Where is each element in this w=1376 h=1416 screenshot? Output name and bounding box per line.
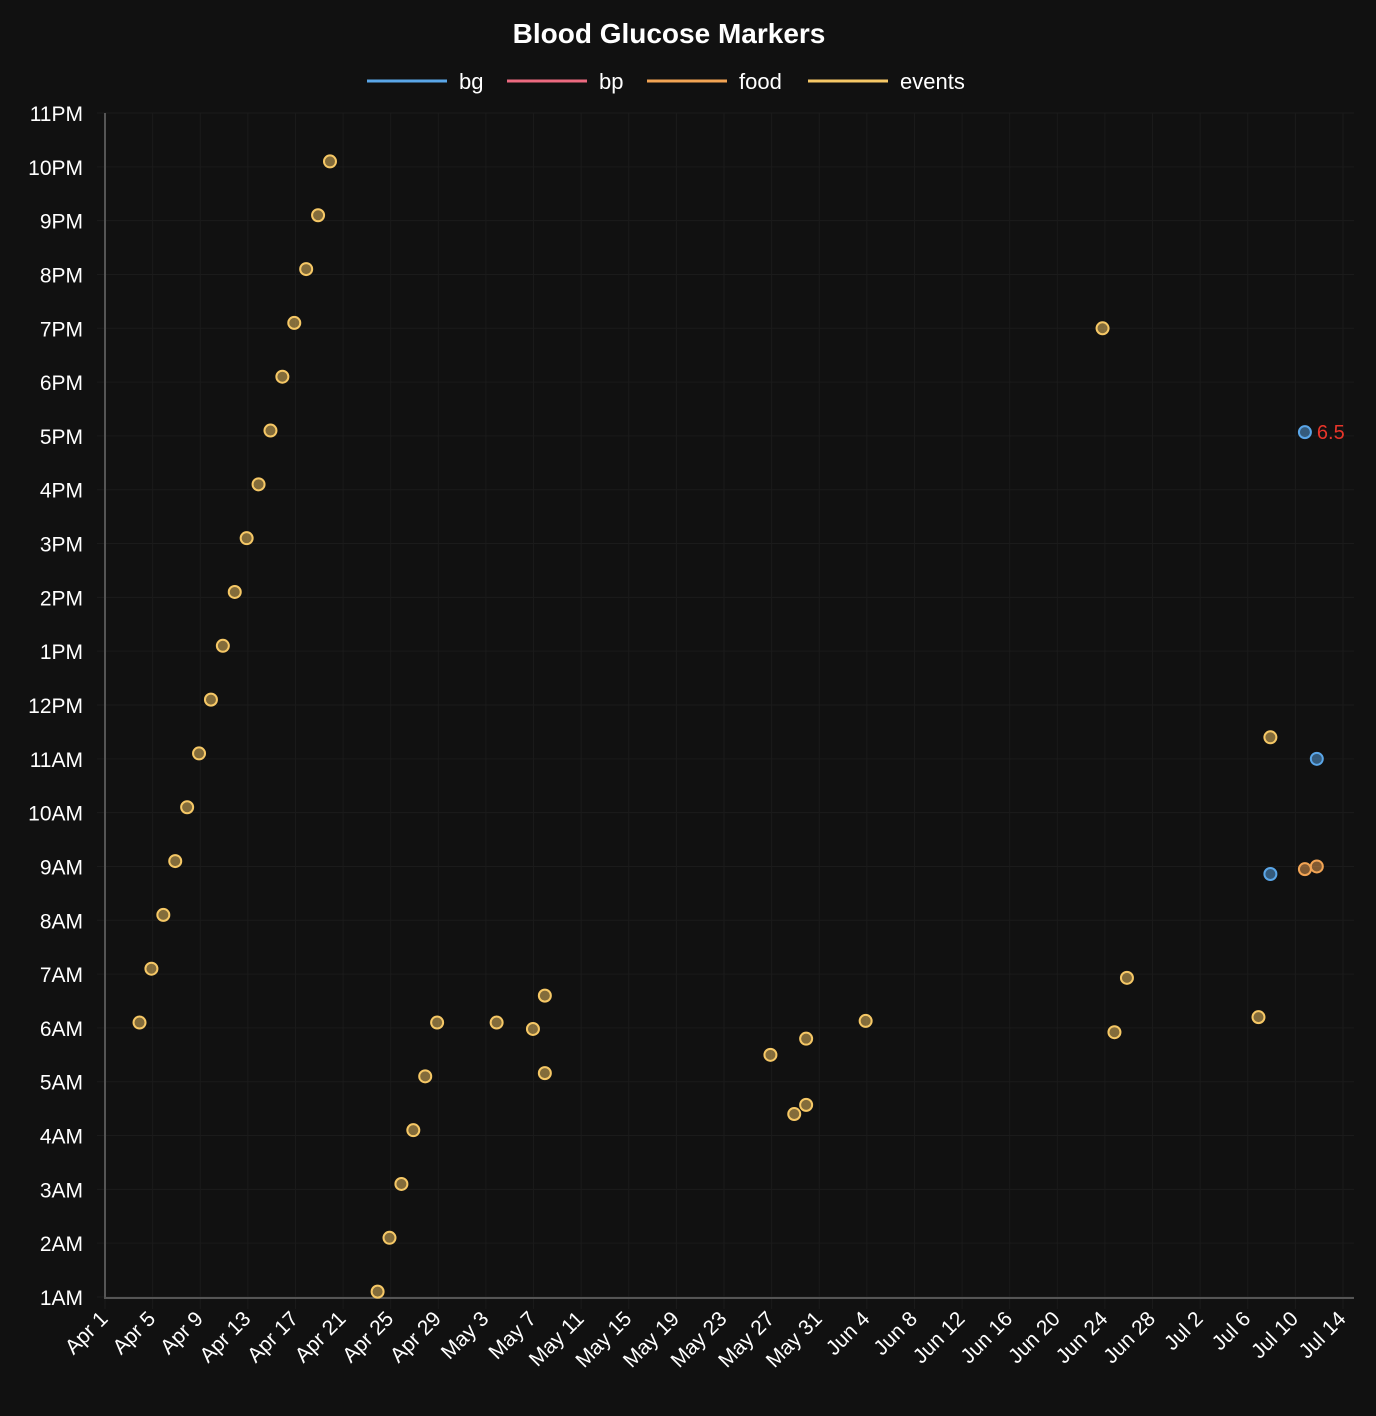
point-events[interactable] (406, 1123, 421, 1138)
point-events[interactable] (799, 1031, 814, 1046)
point-events[interactable] (370, 1284, 385, 1299)
point-events[interactable] (1107, 1025, 1122, 1040)
point-events[interactable] (132, 1015, 147, 1030)
point-events[interactable] (382, 1230, 397, 1245)
point-events[interactable] (180, 800, 195, 815)
data-points (132, 154, 1324, 1299)
point-bg[interactable] (1309, 751, 1324, 766)
y-tick-label: 8PM (40, 264, 83, 287)
y-tick-label: 10AM (28, 803, 83, 826)
point-events[interactable] (322, 154, 337, 169)
legend-item-food[interactable]: food (647, 69, 782, 94)
point-events[interactable] (227, 584, 242, 599)
legend-item-events[interactable]: events (808, 69, 965, 94)
point-events[interactable] (858, 1013, 873, 1028)
point-events[interactable] (311, 208, 326, 223)
legend-item-bp[interactable]: bp (507, 69, 623, 94)
legend-label: events (900, 69, 965, 94)
point-food[interactable] (1297, 862, 1312, 877)
y-tick-label: 2AM (40, 1233, 83, 1256)
y-tick-label: 5AM (40, 1072, 83, 1095)
point-food[interactable] (1309, 859, 1324, 874)
y-tick-label: 11AM (30, 749, 83, 772)
grid (97, 112, 1354, 1309)
point-bg[interactable] (1297, 425, 1312, 440)
point-events[interactable] (1095, 321, 1110, 336)
y-tick-label: 6PM (40, 372, 83, 395)
y-tick-label: 1PM (40, 641, 83, 664)
point-events[interactable] (537, 1066, 552, 1081)
point-events[interactable] (192, 746, 207, 761)
point-events[interactable] (430, 1015, 445, 1030)
point-events[interactable] (215, 638, 230, 653)
legend-label: food (739, 69, 782, 94)
chart-title: Blood Glucose Markers (513, 18, 826, 49)
y-tick-label: 2PM (40, 587, 83, 610)
y-tick-label: 12PM (28, 695, 83, 718)
y-tick-label: 9PM (40, 211, 83, 234)
legend-item-bg[interactable]: bg (367, 69, 483, 94)
point-events[interactable] (787, 1107, 802, 1122)
y-tick-label: 3PM (40, 534, 83, 557)
legend-label: bg (459, 69, 483, 94)
point-events[interactable] (489, 1015, 504, 1030)
y-tick-label: 3AM (40, 1179, 83, 1202)
point-events[interactable] (144, 961, 159, 976)
point-events[interactable] (1119, 970, 1134, 985)
y-tick-label: 9AM (40, 856, 83, 879)
point-events[interactable] (287, 315, 302, 330)
point-events[interactable] (168, 854, 183, 869)
y-tick-label: 7PM (40, 318, 83, 341)
y-tick-label: 6AM (40, 1018, 83, 1041)
point-events[interactable] (1251, 1010, 1266, 1025)
y-tick-label: 10PM (28, 157, 83, 180)
point-events[interactable] (263, 423, 278, 438)
legend-label: bp (599, 69, 623, 94)
point-events[interactable] (525, 1021, 540, 1036)
y-tick-label: 11PM (30, 103, 83, 126)
point-events[interactable] (763, 1047, 778, 1062)
y-tick-label: 7AM (40, 964, 83, 987)
point-events[interactable] (275, 369, 290, 384)
point-events[interactable] (251, 477, 266, 492)
y-tick-labels: 1AM 2AM 3AM 4AM 5AM 6AM 7AM 8AM 9AM 10AM 11AM 12PM 1… (28, 103, 83, 1310)
point-events[interactable] (299, 262, 314, 277)
point-events[interactable] (239, 531, 254, 546)
point-annotations: 6.5 (1317, 422, 1345, 444)
point-bg[interactable] (1263, 866, 1278, 881)
point-events[interactable] (394, 1176, 409, 1191)
point-events[interactable] (537, 988, 552, 1003)
y-tick-label: 8AM (40, 910, 83, 933)
point-events[interactable] (156, 907, 171, 922)
point-events[interactable] (203, 692, 218, 707)
y-tick-label: 5PM (40, 426, 83, 449)
y-tick-label: 4AM (40, 1126, 83, 1149)
point-events[interactable] (799, 1097, 814, 1112)
point-events[interactable] (1263, 730, 1278, 745)
y-tick-label: 4PM (40, 480, 83, 503)
axes (104, 113, 1354, 1299)
legend: bg bp food events (367, 69, 965, 94)
point-events[interactable] (418, 1069, 433, 1084)
y-tick-label: 1AM (40, 1287, 83, 1310)
point-value-label: 6.5 (1317, 422, 1345, 444)
